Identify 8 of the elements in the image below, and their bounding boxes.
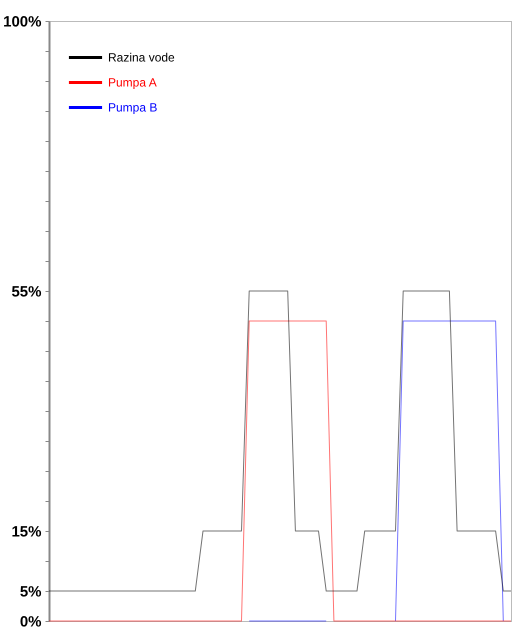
legend-label: Pumpa B <box>108 100 158 114</box>
y-tick-label: 100% <box>3 14 42 30</box>
legend-label: Razina vode <box>108 50 176 64</box>
y-tick-label: 55% <box>11 284 42 300</box>
y-tick-label: 5% <box>20 584 42 600</box>
y-tick-label: 0% <box>20 614 42 628</box>
y-tick-label: 15% <box>11 524 42 540</box>
legend-label: Pumpa A <box>108 76 157 90</box>
